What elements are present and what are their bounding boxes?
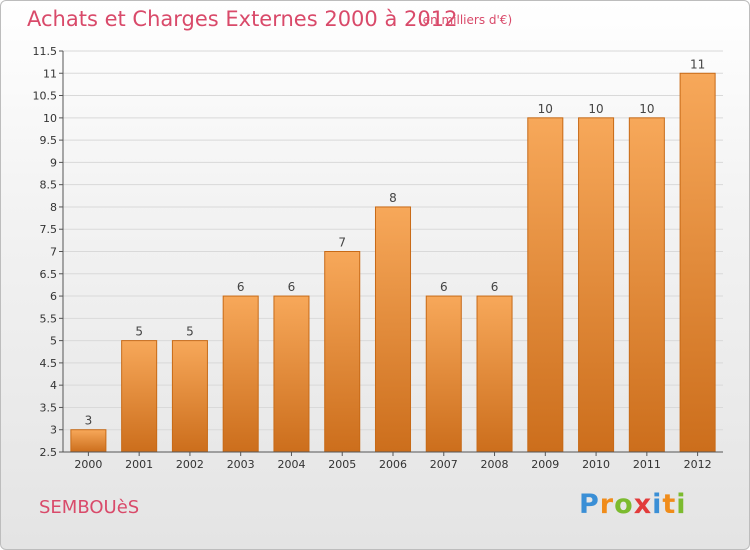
bar-2011	[628, 117, 665, 453]
bar-value-label: 6	[237, 280, 245, 294]
bar-value-label: 5	[135, 325, 143, 339]
y-tick-label: 4.5	[40, 357, 58, 370]
chart-subtitle: (en milliers d'€)	[418, 13, 513, 27]
y-tick-label: 8	[50, 201, 57, 214]
y-tick-label: 9	[50, 156, 57, 169]
y-tick-label: 7	[50, 246, 57, 259]
y-tick-label: 3	[50, 424, 57, 437]
bar-2002	[171, 340, 208, 453]
bar-value-label: 10	[538, 102, 553, 116]
y-tick-label: 11	[43, 67, 57, 80]
bar-2008	[476, 295, 513, 453]
bar-value-label: 6	[440, 280, 448, 294]
bar-value-label: 11	[690, 57, 705, 71]
y-tick-label: 6	[50, 290, 57, 303]
x-tick-label: 2001	[125, 458, 153, 471]
y-tick-label: 6.5	[40, 268, 58, 281]
brand-letter: t	[662, 489, 677, 520]
y-tick-label: 2.5	[40, 446, 58, 459]
x-tick-label: 2000	[74, 458, 102, 471]
bar-value-label: 3	[85, 414, 93, 428]
x-tick-label: 2012	[684, 458, 712, 471]
x-tick-label: 2005	[328, 458, 356, 471]
y-tick-label: 5	[50, 335, 57, 348]
bar-value-label: 6	[491, 280, 499, 294]
bar-2006	[374, 206, 412, 453]
brand-letter: P	[579, 489, 600, 520]
axes: 2.5 3 3.5 4 4.5 5 5.5 6 6.5 7 7.5 8 8.5 9 9.5 10 10.5 11 1…	[33, 45, 723, 471]
bar-value-label: 6	[288, 280, 296, 294]
bar-value-label: 10	[639, 102, 654, 116]
proxiti-logo[interactable]: Proxiti	[579, 489, 687, 520]
y-tick-label: 3.5	[40, 401, 58, 414]
bar-2010	[578, 117, 615, 453]
bar-2000	[70, 429, 107, 453]
bar-2001	[121, 340, 158, 453]
x-tick-label: 2010	[582, 458, 610, 471]
bar-value-label: 5	[186, 325, 194, 339]
y-tick-label: 5.5	[40, 312, 58, 325]
bar-2005	[324, 251, 361, 453]
x-tick-label: 2003	[227, 458, 255, 471]
chart-title: Achats et Charges Externes 2000 à 2012	[27, 7, 458, 31]
y-tick-label: 7.5	[40, 223, 58, 236]
bar-value-label: 7	[338, 236, 346, 250]
x-tick-label: 2004	[277, 458, 305, 471]
y-tick-label: 8.5	[40, 179, 58, 192]
bar-value-label: 8	[389, 191, 397, 205]
bar-2012	[679, 72, 716, 453]
bar-2007	[425, 295, 462, 453]
brand-letter: o	[614, 489, 634, 520]
commune-name: SEMBOUèS	[39, 497, 140, 518]
y-tick-label: 9.5	[40, 134, 58, 147]
x-tick-label: 2011	[633, 458, 661, 471]
y-tick-label: 10.5	[33, 90, 58, 103]
brand-letter: r	[599, 489, 615, 520]
x-tick-label: 2002	[176, 458, 204, 471]
x-tick-label: 2009	[531, 458, 559, 471]
bar-2003	[222, 295, 259, 453]
x-tick-label: 2008	[481, 458, 509, 471]
y-tick-label: 11.5	[33, 45, 58, 58]
bar-2009	[527, 117, 564, 453]
y-tick-label: 10	[43, 112, 57, 125]
x-tick-label: 2007	[430, 458, 458, 471]
brand-letter: i	[676, 489, 687, 520]
bar-2004	[273, 295, 310, 453]
brand-letter: x	[633, 489, 653, 520]
y-tick-label: 4	[50, 379, 57, 392]
x-tick-label: 2006	[379, 458, 407, 471]
bar-value-label: 10	[588, 102, 603, 116]
brand-letter: i	[652, 489, 663, 520]
bars: 3 5 5 6 6 7 8 6 6 10 10 10 11	[70, 57, 716, 453]
